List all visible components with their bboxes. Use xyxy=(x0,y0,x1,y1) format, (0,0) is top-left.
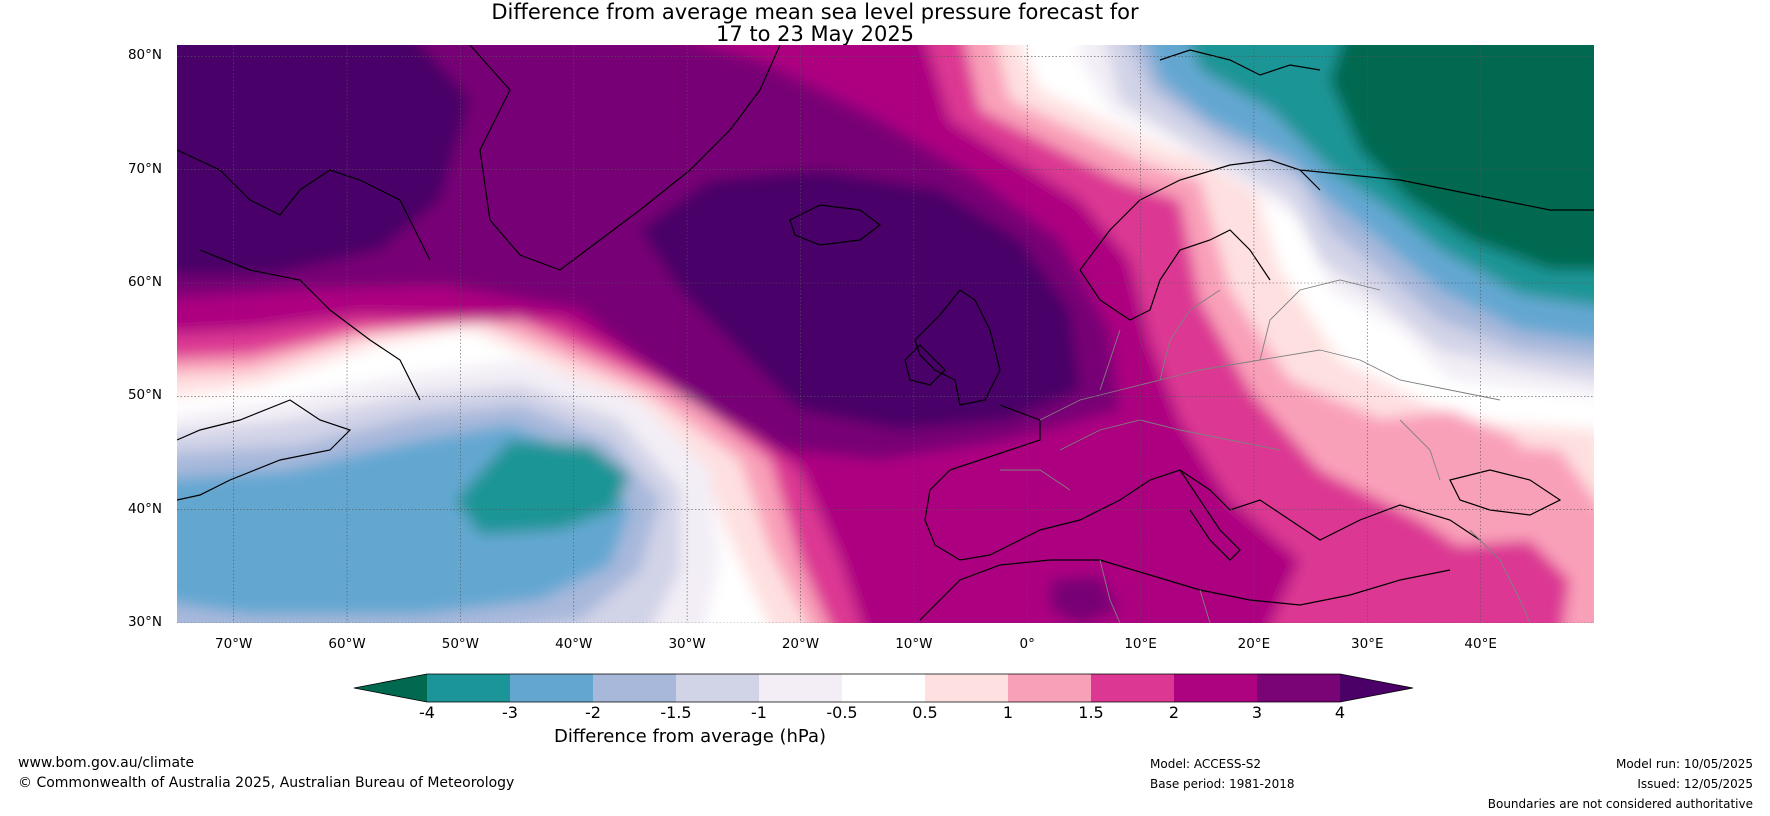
longitude-label: 70°W xyxy=(215,636,253,652)
colorbar-swatch xyxy=(593,674,676,702)
colorbar-title: Difference from average (hPa) xyxy=(553,726,827,747)
colorbar-tick-label: 3 xyxy=(1251,703,1263,722)
page-subtitle-dates: 17 to 23 May 2025 xyxy=(715,22,915,46)
footer-base-period: Base period: 1981-2018 xyxy=(1150,777,1295,791)
coast-ireland xyxy=(904,344,946,386)
longitude-label: 10°E xyxy=(1124,636,1157,652)
coast-arctic-russia xyxy=(1299,169,1594,211)
colorbar-swatch xyxy=(427,674,510,702)
footer-model: Model: ACCESS-S2 xyxy=(1150,757,1262,771)
colorbar-swatch xyxy=(1257,674,1340,702)
colorbar-extend-max xyxy=(1340,674,1413,702)
latitude-label: 40°N xyxy=(127,500,162,517)
footer-disclaimer: Boundaries are not considered authoritat… xyxy=(1487,797,1753,811)
latitude-label: 60°N xyxy=(127,274,162,290)
coast-iceland xyxy=(789,204,881,246)
longitude-label: 50°W xyxy=(441,636,480,652)
longitude-label: 40°E xyxy=(1464,636,1497,652)
band-pos-4-west xyxy=(177,45,470,275)
colorbar-tick-label: 1 xyxy=(1002,703,1014,722)
colorbar-tick-label: 2 xyxy=(1168,703,1180,722)
colorbar-swatch xyxy=(759,674,842,702)
coast-british-isles xyxy=(914,289,1001,406)
coast-scandinavia-south xyxy=(1079,229,1271,321)
colorbar-tick-label: -0.5 xyxy=(826,703,858,722)
longitude-label: 40°W xyxy=(555,636,593,652)
band-pos-4-central xyxy=(640,170,1080,430)
latitude-label: 30°N xyxy=(127,614,162,630)
coast-greenland xyxy=(469,45,781,271)
colorbar-tick-label: -2 xyxy=(585,703,601,722)
colorbar-swatch xyxy=(1008,674,1091,702)
longitude-label: 0° xyxy=(1019,636,1035,652)
band-neg-3-atl xyxy=(455,440,630,535)
coast-italy xyxy=(1179,469,1241,561)
longitude-label: 30°W xyxy=(668,636,706,652)
coast-north-africa xyxy=(919,559,1451,621)
coast-norway xyxy=(1079,159,1321,271)
country-borders xyxy=(1000,279,1531,623)
colorbar-extend-min xyxy=(354,674,427,702)
colorbar-swatch xyxy=(510,674,593,702)
longitude-label: 30°E xyxy=(1351,636,1384,652)
latitude-label: 50°N xyxy=(127,387,162,404)
band-neg-4-east xyxy=(1330,45,1594,270)
longitude-label: 20°W xyxy=(781,636,820,652)
coast-novaya-zemlya xyxy=(1159,49,1321,76)
colorbar-tick-label: -3 xyxy=(502,703,518,722)
colorbar-tick-label: -1 xyxy=(751,703,767,722)
footer-site-link[interactable]: www.bom.gov.au/climate xyxy=(18,755,195,771)
core-pos-1.5-levant xyxy=(1460,540,1570,623)
colorbar-tick-label: -1.5 xyxy=(660,703,692,722)
coast-black-sea xyxy=(1449,469,1562,516)
page-title: Difference from average mean sea level p… xyxy=(491,0,1139,24)
coast-nova-scotia xyxy=(177,399,352,501)
colorbar-tick-label: 4 xyxy=(1334,703,1346,722)
footer-model-run: Model run: 10/05/2025 xyxy=(1615,757,1753,771)
coast-europe-atlantic xyxy=(924,404,1041,561)
footer-copyright: © Commonwealth of Australia 2025, Austra… xyxy=(18,775,515,791)
colorbar-swatch xyxy=(1174,674,1257,702)
longitude-label: 10°W xyxy=(895,636,933,652)
colorbar-swatch xyxy=(1091,674,1174,702)
core-pos-1-adriatic xyxy=(1370,410,1520,500)
core-pos-3-libya xyxy=(1050,575,1120,623)
coast-mediterranean xyxy=(989,469,1481,556)
footer-issued: Issued: 12/05/2025 xyxy=(1637,777,1753,791)
coast-canada-arctic xyxy=(177,149,431,261)
latitude-label: 80°N xyxy=(127,47,162,64)
colorbar-swatch xyxy=(676,674,759,702)
colorbar-swatch xyxy=(925,674,1008,702)
colorbar-outline xyxy=(353,673,1414,703)
colorbar-tick-label: 0.5 xyxy=(912,703,938,722)
coastlines xyxy=(177,45,1594,621)
colorbar-tick-label: 1.5 xyxy=(1078,703,1104,722)
coast-labrador xyxy=(199,249,421,401)
colorbar-tick-label: -4 xyxy=(419,703,435,722)
colorbar xyxy=(353,673,1414,703)
longitude-label: 60°W xyxy=(328,636,366,652)
longitude-label: 20°E xyxy=(1237,636,1271,652)
graticule xyxy=(177,45,1594,623)
colorbar-swatch xyxy=(842,674,925,702)
anomaly-field xyxy=(177,45,1594,623)
latitude-label: 70°N xyxy=(127,160,162,177)
